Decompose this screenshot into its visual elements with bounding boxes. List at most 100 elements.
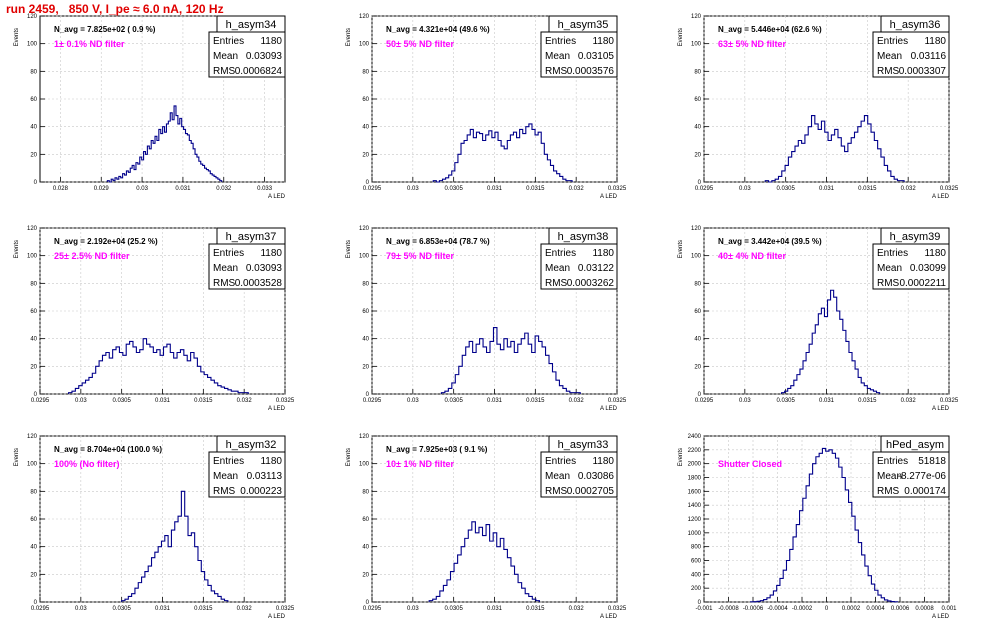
y-tick-label: 100	[359, 462, 370, 468]
y-tick-label: 0	[366, 180, 370, 186]
x-tick-label: 0.0008	[915, 606, 934, 612]
stats-value: 0.0002705	[567, 486, 615, 497]
x-tick-label: 0.0315	[526, 398, 545, 404]
x-tick-label: 0.032	[237, 398, 253, 404]
stats-key: Mean	[213, 471, 238, 482]
n-avg-label: N_avg = 3.442e+04 (39.5 %)	[718, 237, 822, 246]
x-tick-label: 0.0325	[276, 398, 295, 404]
histogram-outline	[781, 289, 881, 394]
y-axis-label: Events	[14, 240, 20, 258]
y-tick-label: 20	[30, 152, 37, 158]
x-tick-label: 0.03	[75, 606, 87, 612]
histogram-name: h_asym33	[558, 439, 609, 451]
stats-value: 0.000174	[904, 486, 946, 497]
panel-hPed_asym: -0.001 -0.0008 -0.0006 -0.0004 -0.0002 0 0.000…	[678, 434, 957, 620]
x-tick-label: 0.0315	[858, 398, 877, 404]
y-tick-label: 60	[694, 97, 701, 103]
stats-key: Mean	[213, 51, 238, 62]
x-tick-label: -0.001	[695, 606, 713, 612]
x-axis-label: A LED	[600, 614, 618, 620]
x-tick-label: 0.032	[216, 186, 232, 192]
filter-annotation: Shutter Closed	[718, 459, 782, 469]
x-tick-label: 0.033	[257, 186, 273, 192]
x-axis-label: A LED	[268, 406, 286, 412]
n-avg-label: N_avg = 4.321e+04 (49.6 %)	[386, 25, 490, 34]
panel-h_asym35: 0.0295 0.03 0.0305 0.031 0.0315 0.032 0.0325 0 2…	[346, 14, 627, 200]
x-tick-label: 0.032	[237, 606, 253, 612]
stats-key: RMS	[545, 278, 568, 289]
y-tick-label: 60	[362, 97, 369, 103]
stats-key: RMS	[877, 278, 900, 289]
x-tick-label: 0.0325	[608, 186, 627, 192]
x-tick-label: 0.0315	[526, 606, 545, 612]
histogram-name: h_asym32	[226, 439, 277, 451]
filter-annotation: 79± 5% ND filter	[386, 251, 454, 261]
y-axis-label: Events	[678, 28, 684, 46]
y-tick-label: 20	[694, 364, 701, 370]
x-tick-label: 0.03	[407, 186, 419, 192]
panel-h_asym33: 0.0295 0.03 0.0305 0.031 0.0315 0.032 0.0325 0 2…	[346, 434, 627, 620]
histogram-name: h_asym38	[558, 231, 609, 243]
y-tick-label: 20	[362, 572, 369, 578]
stats-value: 0.03113	[247, 471, 283, 482]
y-tick-label: 40	[362, 545, 369, 551]
y-tick-label: 120	[691, 14, 702, 20]
stats-value: 0.0002211	[899, 278, 946, 289]
x-tick-label: 0.031	[487, 398, 503, 404]
y-axis-label: Events	[678, 448, 684, 466]
y-tick-label: 80	[30, 281, 37, 287]
stats-key: Entries	[877, 456, 908, 467]
y-tick-label: 40	[362, 337, 369, 343]
x-tick-label: 0.032	[569, 398, 585, 404]
histogram-outline	[440, 327, 581, 394]
y-tick-label: 100	[691, 42, 702, 48]
y-tick-label: 80	[362, 281, 369, 287]
stats-value: 0.03093	[246, 51, 283, 62]
stats-box	[208, 243, 286, 290]
y-tick-label: 20	[30, 572, 37, 578]
panel-h_asym37: 0.0295 0.03 0.0305 0.031 0.0315 0.032 0.0325 0 2…	[14, 226, 295, 412]
stats-key: RMS	[213, 278, 236, 289]
stats-value: -8.277e-06	[898, 471, 947, 482]
stats-key: RMS	[213, 66, 236, 77]
y-tick-label: 0	[366, 392, 370, 398]
panel-h_asym36: 0.0295 0.03 0.0305 0.031 0.0315 0.032 0.0325 0 2…	[678, 14, 959, 200]
stats-value: 0.03122	[578, 263, 615, 274]
y-tick-label: 0	[366, 600, 370, 606]
y-tick-label: 120	[27, 14, 38, 20]
y-tick-label: 20	[362, 364, 369, 370]
y-tick-label: 20	[362, 152, 369, 158]
stats-value: 0.03116	[911, 51, 947, 62]
x-tick-label: 0.0006	[891, 606, 910, 612]
x-tick-label: 0.0305	[776, 398, 795, 404]
x-tick-label: 0.0295	[695, 398, 714, 404]
x-tick-label: 0.03	[75, 398, 87, 404]
y-tick-label: 60	[694, 309, 701, 315]
stats-key: Mean	[877, 51, 902, 62]
filter-annotation: 100% (No filter)	[54, 459, 120, 469]
histogram-name: h_asym35	[558, 19, 609, 31]
x-axis-label: A LED	[932, 406, 950, 412]
x-tick-label: 0.03	[407, 606, 419, 612]
y-tick-label: 1800	[688, 476, 702, 482]
histogram-outline	[121, 490, 229, 602]
y-tick-label: 100	[359, 42, 370, 48]
stats-box	[540, 451, 618, 498]
stats-box	[208, 31, 286, 78]
x-tick-label: 0.029	[94, 186, 110, 192]
stats-value: 1180	[260, 248, 282, 259]
x-tick-label: -0.0002	[792, 606, 813, 612]
y-tick-label: 60	[362, 309, 369, 315]
stats-box	[540, 31, 618, 78]
histogram-outline	[428, 521, 540, 602]
x-tick-label: 0.0305	[444, 186, 463, 192]
y-axis-label: Events	[14, 448, 20, 466]
y-axis-label: Events	[678, 240, 684, 258]
y-tick-label: 80	[30, 69, 37, 75]
stats-key: Mean	[545, 263, 570, 274]
y-tick-label: 120	[27, 434, 38, 440]
x-tick-label: 0.032	[901, 398, 917, 404]
stats-value: 1180	[592, 36, 614, 47]
x-tick-label: 0.0295	[31, 398, 50, 404]
stats-key: RMS	[545, 66, 568, 77]
